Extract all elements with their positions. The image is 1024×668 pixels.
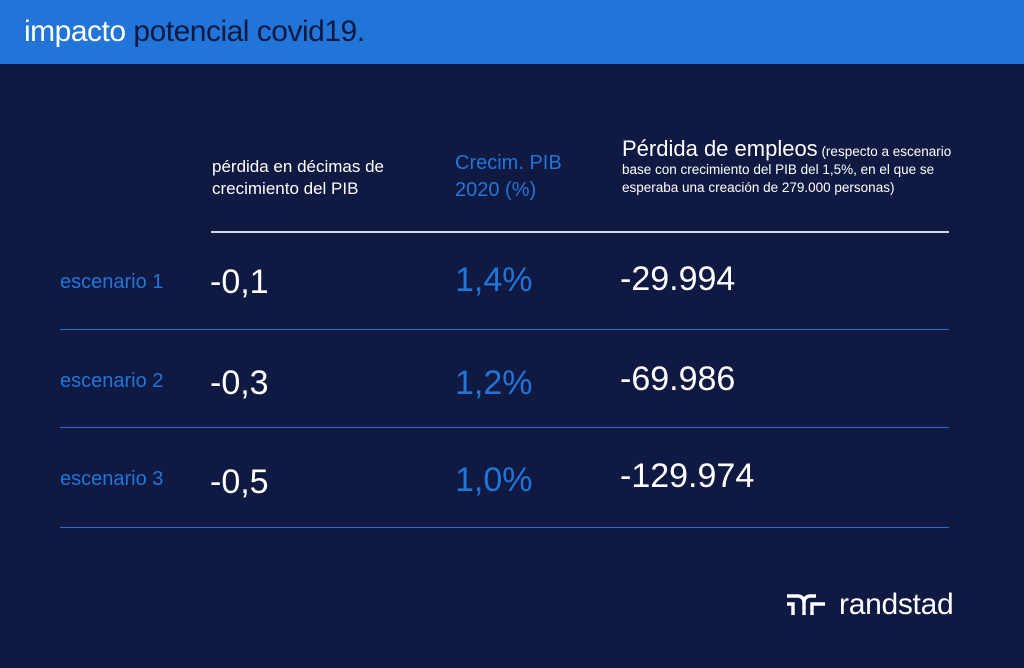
column-header-gdp: Crecim. PIB 2020 (%) bbox=[455, 152, 562, 201]
header-divider bbox=[211, 231, 949, 233]
row-loss-2: -0,3 bbox=[210, 364, 269, 402]
row-jobs-3: -129.974 bbox=[620, 457, 755, 495]
row-gdp-3: 1,0% bbox=[455, 461, 533, 499]
row-gdp-1: 1,4% bbox=[455, 261, 533, 299]
row-loss-3: -0,5 bbox=[210, 463, 269, 501]
row-divider-3 bbox=[60, 527, 949, 528]
row-jobs-1: -29.994 bbox=[620, 260, 736, 298]
row-jobs-2: -69.986 bbox=[620, 360, 736, 398]
column-header-loss: pérdida en décimas de crecimiento del PI… bbox=[212, 157, 385, 198]
row-label-2: escenario 2 bbox=[60, 370, 164, 392]
row-loss-1: -0,1 bbox=[210, 263, 269, 301]
row-gdp-2: 1,2% bbox=[455, 364, 533, 402]
column-header-jobs: Pérdida de empleos (respecto a escenario… bbox=[622, 137, 952, 197]
randstad-logo: randstad bbox=[785, 587, 954, 623]
row-label-3: escenario 3 bbox=[60, 468, 164, 490]
row-divider-2 bbox=[60, 427, 949, 428]
randstad-logo-icon bbox=[787, 594, 825, 615]
title-banner: impacto potencial covid19. bbox=[0, 0, 1024, 64]
page-title: impacto potencial covid19. bbox=[24, 14, 365, 50]
logo-wordmark: randstad bbox=[839, 588, 954, 621]
title-word-impacto: impacto bbox=[24, 15, 126, 48]
title-rest: potencial covid19. bbox=[125, 15, 365, 48]
column-header-jobs-note: (respecto a escenario base con crecimien… bbox=[622, 144, 952, 195]
row-divider-1 bbox=[60, 329, 949, 330]
column-header-jobs-title: Pérdida de empleos bbox=[622, 136, 818, 161]
row-label-1: escenario 1 bbox=[60, 271, 164, 293]
